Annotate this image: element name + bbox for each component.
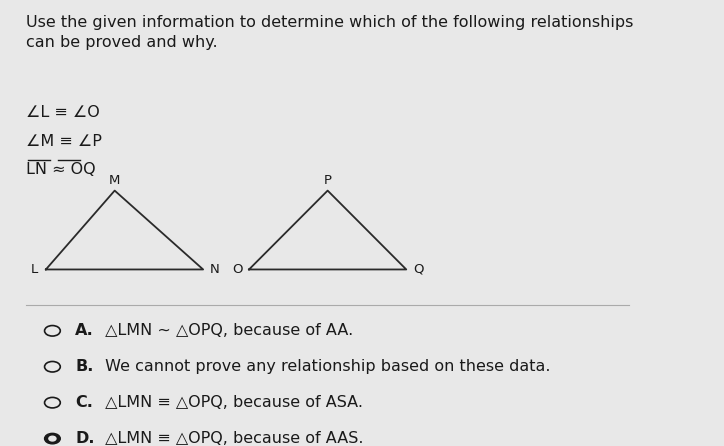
Text: A.: A. [75, 323, 94, 339]
Text: P: P [324, 174, 332, 187]
Text: Use the given information to determine which of the following relationships
can : Use the given information to determine w… [26, 15, 633, 50]
Text: D.: D. [75, 431, 95, 446]
Text: Q: Q [413, 263, 424, 276]
Text: O: O [232, 263, 243, 276]
Text: △LMN ≡ △OPQ, because of AAS.: △LMN ≡ △OPQ, because of AAS. [100, 431, 363, 446]
Text: △LMN ~ △OPQ, because of AA.: △LMN ~ △OPQ, because of AA. [100, 323, 353, 339]
Text: LN ≈ OQ: LN ≈ OQ [26, 162, 96, 177]
Text: L: L [30, 263, 38, 276]
Text: B.: B. [75, 359, 93, 374]
Text: N: N [210, 263, 220, 276]
Circle shape [49, 436, 56, 441]
Text: △LMN ≡ △OPQ, because of ASA.: △LMN ≡ △OPQ, because of ASA. [100, 395, 363, 410]
Text: ∠L ≡ ∠O: ∠L ≡ ∠O [26, 105, 100, 120]
Circle shape [45, 434, 60, 444]
Text: M: M [109, 174, 120, 187]
Text: We cannot prove any relationship based on these data.: We cannot prove any relationship based o… [100, 359, 551, 374]
Text: C.: C. [75, 395, 93, 410]
Text: ∠M ≡ ∠P: ∠M ≡ ∠P [26, 134, 102, 149]
